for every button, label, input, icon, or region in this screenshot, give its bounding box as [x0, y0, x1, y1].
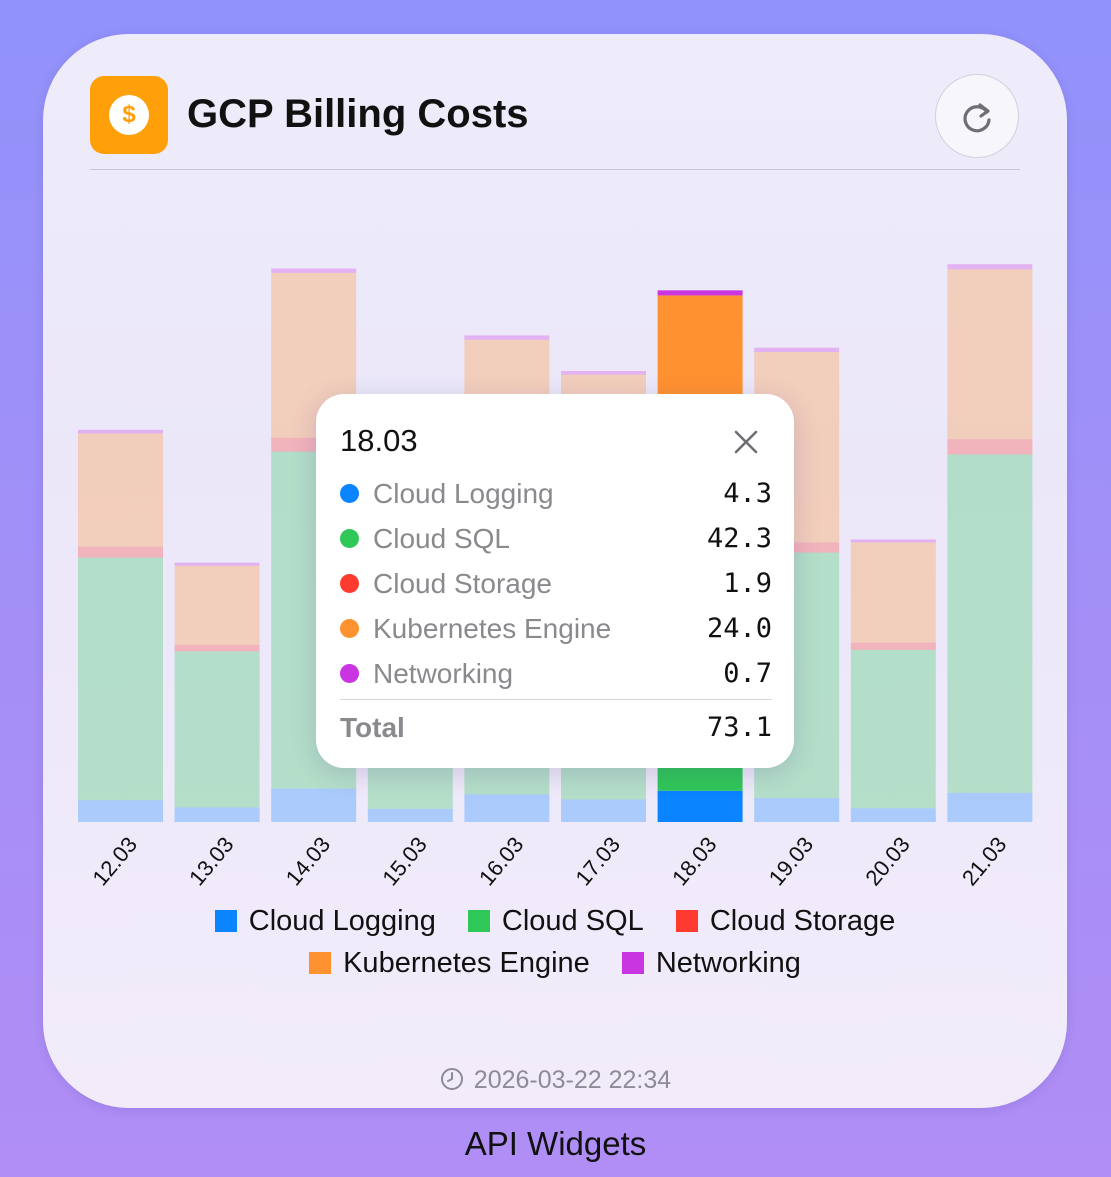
legend-label: Cloud Storage [709, 905, 896, 937]
legend-row: Kubernetes Engine Networking [60, 947, 1050, 980]
tooltip-series-value: 4.3 [723, 478, 772, 509]
tooltip-row: Networking 0.7 [340, 656, 772, 690]
bar-segment-kubernetes-engine[interactable] [947, 269, 1033, 440]
x-tick-label: 12.03 [87, 832, 142, 890]
bar-segment-cloud-logging[interactable] [78, 800, 163, 822]
tooltip-series-value: 24.0 [706, 613, 772, 644]
bar-segment-cloud-storage[interactable] [850, 642, 936, 650]
bar-segment-cloud-logging[interactable] [850, 808, 936, 822]
legend-item-kubernetes-engine: Kubernetes Engine [309, 947, 590, 980]
series-dot [340, 574, 359, 593]
bar-segment-kubernetes-engine[interactable] [174, 565, 260, 645]
series-dot [340, 619, 359, 638]
bar-segment-cloud-logging[interactable] [561, 799, 646, 822]
bar-segment-networking[interactable] [561, 370, 646, 375]
bar-segment-networking[interactable] [947, 264, 1033, 270]
bar-segment-cloud-logging[interactable] [754, 798, 840, 822]
legend-label: Cloud Logging [248, 905, 436, 937]
x-tick-label: 17.03 [570, 832, 625, 890]
clock-icon [440, 1068, 463, 1090]
x-tick-label: 19.03 [764, 832, 819, 890]
last-updated: 2026-03-22 22:34 [0, 1066, 1111, 1095]
bar-segment-cloud-logging[interactable] [271, 788, 357, 822]
chart-tooltip: 18.03 Cloud Logging 4.3 Cloud SQL 42.3 C… [316, 394, 794, 768]
close-icon[interactable] [731, 427, 761, 457]
last-updated-text: 2026-03-22 22:34 [473, 1066, 672, 1094]
header-divider [90, 169, 1020, 170]
bar-segment-cloud-storage[interactable] [947, 439, 1033, 455]
bar-segment-cloud-logging[interactable] [657, 790, 743, 822]
bar-segment-networking[interactable] [78, 429, 163, 434]
x-tick-label: 18.03 [667, 832, 722, 890]
tooltip-series-value: 0.7 [723, 658, 772, 689]
tooltip-row: Cloud Storage 1.9 [340, 566, 772, 600]
dollar-coin-icon: $ [109, 95, 149, 135]
tooltip-series-value: 42.3 [706, 523, 772, 554]
bar-segment-networking[interactable] [754, 347, 840, 353]
legend-item-networking: Networking [621, 947, 801, 980]
series-dot [340, 529, 359, 548]
tooltip-divider [340, 699, 772, 700]
bar-segment-kubernetes-engine[interactable] [850, 542, 936, 643]
tooltip-date: 18.03 [340, 423, 418, 458]
legend-label: Networking [655, 947, 801, 979]
tooltip-series-name: Cloud Logging [373, 478, 554, 509]
bar-segment-cloud-sql[interactable] [174, 651, 260, 808]
legend-item-cloud-sql: Cloud SQL [467, 905, 644, 938]
series-dot [340, 664, 359, 683]
bar-segment-cloud-logging[interactable] [367, 808, 453, 822]
legend-item-cloud-logging: Cloud Logging [214, 905, 436, 938]
bar-segment-networking[interactable] [271, 268, 357, 273]
legend-swatch [309, 952, 332, 974]
tooltip-series-name: Networking [373, 658, 514, 689]
x-tick-label: 20.03 [860, 832, 915, 890]
refresh-icon [963, 103, 991, 133]
widget-caption: API Widgets [464, 1125, 647, 1162]
tooltip-total-value: 73.1 [706, 712, 772, 743]
tooltip-series-name: Kubernetes Engine [373, 613, 612, 644]
bar-segment-cloud-sql[interactable] [78, 557, 163, 801]
series-dot [340, 484, 359, 503]
tooltip-series-name: Cloud Storage [373, 568, 553, 599]
x-tick-label: 21.03 [957, 832, 1012, 890]
bar-segment-cloud-storage[interactable] [78, 546, 163, 558]
refresh-button[interactable] [935, 74, 1019, 158]
tooltip-row: Cloud Logging 4.3 [340, 476, 772, 510]
legend-label: Cloud SQL [501, 905, 644, 937]
widget-title: GCP Billing Costs [187, 92, 529, 136]
tooltip-total-label: Total [340, 712, 405, 743]
legend-label: Kubernetes Engine [343, 947, 590, 979]
bar-segment-cloud-storage[interactable] [754, 542, 840, 553]
bar-segment-networking[interactable] [657, 290, 743, 296]
x-tick-label: 14.03 [281, 832, 336, 890]
bar-segment-kubernetes-engine[interactable] [78, 433, 163, 547]
legend-row: Cloud Logging Cloud SQL Cloud Storage [60, 905, 1050, 938]
tooltip-series-value: 1.9 [723, 568, 772, 599]
bar-segment-cloud-logging[interactable] [464, 794, 550, 822]
bar-segment-cloud-logging[interactable] [947, 792, 1033, 822]
bar-segment-cloud-storage[interactable] [174, 644, 260, 652]
legend-swatch [675, 910, 698, 932]
app-icon: $ [90, 76, 168, 154]
legend-swatch [621, 952, 644, 974]
legend-swatch [467, 910, 490, 932]
tooltip-row: Kubernetes Engine 24.0 [340, 611, 772, 645]
x-tick-label: 16.03 [474, 832, 529, 890]
tooltip-series-name: Cloud SQL [373, 523, 510, 554]
x-tick-label: 15.03 [377, 832, 432, 890]
bar-segment-cloud-sql[interactable] [947, 454, 1033, 793]
bar-segment-networking[interactable] [850, 539, 936, 543]
legend-swatch [214, 910, 237, 932]
bar-segment-cloud-logging[interactable] [174, 807, 260, 822]
bar-segment-cloud-sql[interactable] [850, 649, 936, 809]
x-tick-label: 13.03 [184, 832, 239, 890]
bar-segment-networking[interactable] [464, 335, 550, 340]
tooltip-row: Cloud SQL 42.3 [340, 521, 772, 555]
bar-segment-networking[interactable] [174, 562, 260, 566]
legend-item-cloud-storage: Cloud Storage [675, 905, 896, 938]
